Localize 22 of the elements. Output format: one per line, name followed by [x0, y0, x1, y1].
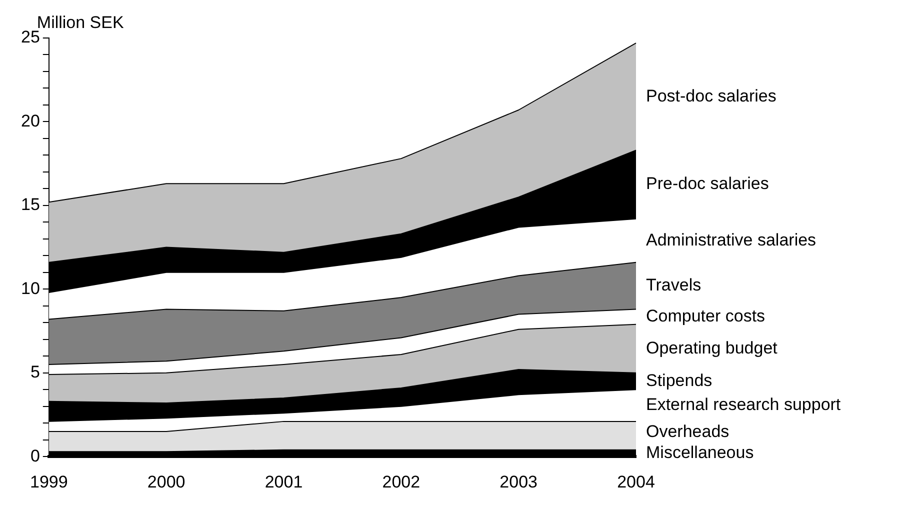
series-label: Computer costs — [646, 306, 766, 326]
series-label: Administrative salaries — [646, 230, 816, 250]
x-tick-label: 2004 — [617, 472, 655, 492]
y-tick-label: 25 — [20, 28, 40, 47]
y-tick-label: 20 — [20, 111, 40, 130]
series-label: External research support — [646, 395, 841, 414]
series-label: Travels — [646, 276, 702, 294]
y-tick-label: 10 — [20, 278, 40, 298]
x-tick-label: 2002 — [382, 472, 420, 492]
series-label: Stipends — [646, 370, 712, 390]
series-label: Pre-doc salaries — [646, 174, 769, 194]
x-tick-label: 2000 — [147, 472, 186, 492]
y-tick-label: 5 — [30, 362, 40, 382]
x-tick-label: 2003 — [500, 472, 538, 492]
series-label: Miscellaneous — [646, 442, 754, 462]
x-tick-label: 2001 — [264, 472, 303, 492]
series-label: Post-doc salaries — [646, 86, 776, 106]
y-tick-label: 15 — [20, 195, 40, 214]
y-tick-label: 0 — [30, 446, 40, 466]
x-tick-label: 1999 — [30, 472, 68, 492]
series-label: Overheads — [646, 422, 730, 441]
series-label: Operating budget — [646, 338, 778, 358]
